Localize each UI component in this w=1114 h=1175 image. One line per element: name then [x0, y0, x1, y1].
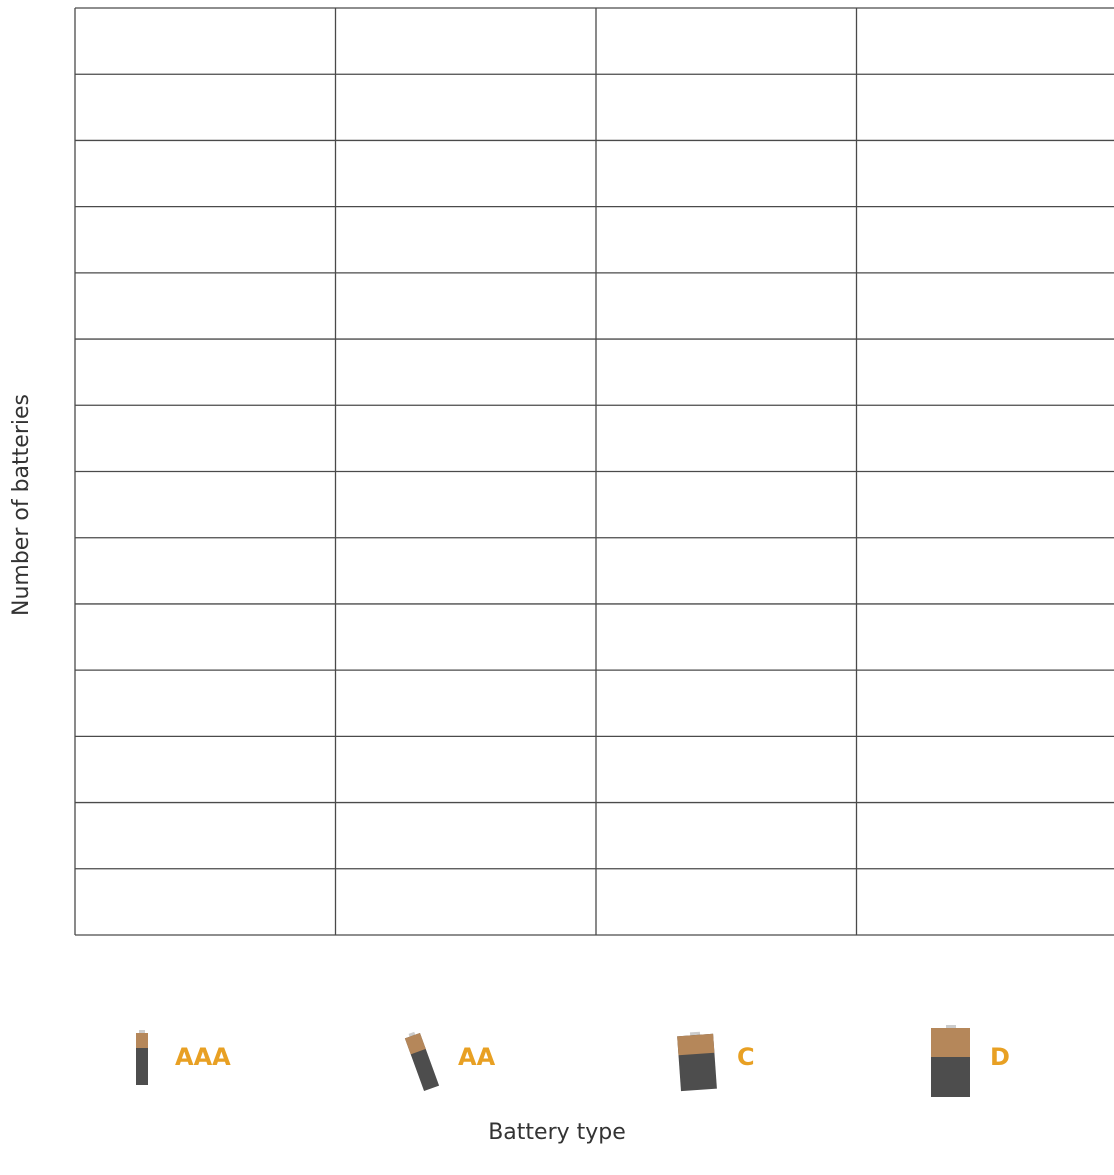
x-tick-label: AAA — [175, 1043, 231, 1071]
x-tick-label: D — [990, 1043, 1010, 1071]
x-axis-label: Battery type — [488, 1120, 626, 1145]
y-axis-label: Number of batteries — [9, 394, 34, 616]
battery-icon-aaa — [136, 1030, 148, 1085]
x-tick-label: AA — [458, 1043, 496, 1071]
battery-icon-d — [931, 1025, 970, 1097]
x-tick-label: C — [737, 1043, 755, 1071]
battery-icon-c — [677, 1031, 717, 1092]
grid — [74, 7, 1114, 936]
battery-icon-aa — [404, 1031, 440, 1092]
